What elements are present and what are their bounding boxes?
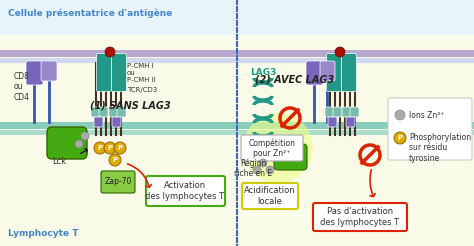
Circle shape bbox=[114, 142, 126, 154]
FancyBboxPatch shape bbox=[333, 107, 342, 117]
Circle shape bbox=[259, 159, 267, 167]
FancyBboxPatch shape bbox=[328, 117, 337, 127]
FancyBboxPatch shape bbox=[91, 107, 100, 117]
FancyBboxPatch shape bbox=[47, 127, 87, 159]
FancyBboxPatch shape bbox=[320, 61, 335, 81]
Text: P-CMH I
ou
P-CMH II: P-CMH I ou P-CMH II bbox=[127, 63, 156, 83]
Text: Phosphorylation
sur résidu
tyrosine: Phosphorylation sur résidu tyrosine bbox=[409, 133, 471, 163]
FancyBboxPatch shape bbox=[241, 135, 303, 161]
FancyBboxPatch shape bbox=[146, 176, 225, 206]
Circle shape bbox=[335, 47, 345, 57]
Circle shape bbox=[266, 166, 274, 174]
FancyBboxPatch shape bbox=[0, 50, 474, 57]
Circle shape bbox=[394, 132, 406, 144]
Text: Activation
des lymphocytes T: Activation des lymphocytes T bbox=[146, 181, 225, 201]
Text: (1) SANS LAG3: (1) SANS LAG3 bbox=[90, 100, 170, 110]
FancyBboxPatch shape bbox=[306, 61, 323, 85]
FancyBboxPatch shape bbox=[0, 122, 474, 129]
Text: CD8
ou
CD4: CD8 ou CD4 bbox=[14, 72, 30, 102]
Text: Région
riche en E: Région riche en E bbox=[234, 158, 272, 178]
Text: P: P bbox=[397, 135, 402, 141]
Circle shape bbox=[81, 132, 89, 140]
FancyBboxPatch shape bbox=[274, 144, 307, 170]
Text: Pas d'activation
des lymphocytes T: Pas d'activation des lymphocytes T bbox=[320, 207, 400, 227]
FancyBboxPatch shape bbox=[99, 107, 108, 117]
FancyBboxPatch shape bbox=[41, 61, 57, 81]
Text: P: P bbox=[118, 145, 123, 151]
Text: Lck: Lck bbox=[52, 157, 66, 166]
FancyBboxPatch shape bbox=[341, 53, 356, 92]
Text: Lymphocyte T: Lymphocyte T bbox=[8, 229, 79, 238]
FancyBboxPatch shape bbox=[346, 117, 355, 127]
FancyBboxPatch shape bbox=[109, 107, 118, 117]
FancyBboxPatch shape bbox=[350, 107, 359, 117]
Circle shape bbox=[105, 47, 115, 57]
FancyBboxPatch shape bbox=[325, 107, 334, 117]
Text: Cellule présentatrice d'antigène: Cellule présentatrice d'antigène bbox=[8, 8, 173, 17]
Circle shape bbox=[94, 142, 106, 154]
Text: Ions Zn²⁺: Ions Zn²⁺ bbox=[409, 110, 445, 120]
Text: P: P bbox=[108, 145, 112, 151]
FancyBboxPatch shape bbox=[313, 203, 407, 231]
FancyBboxPatch shape bbox=[342, 107, 351, 117]
FancyBboxPatch shape bbox=[94, 117, 103, 127]
FancyBboxPatch shape bbox=[97, 53, 111, 92]
Text: TCR/CD3: TCR/CD3 bbox=[127, 87, 157, 93]
Circle shape bbox=[243, 113, 313, 183]
FancyBboxPatch shape bbox=[0, 58, 474, 63]
Circle shape bbox=[253, 166, 261, 174]
FancyBboxPatch shape bbox=[0, 0, 474, 35]
FancyBboxPatch shape bbox=[26, 61, 43, 85]
FancyBboxPatch shape bbox=[242, 183, 298, 209]
Circle shape bbox=[395, 110, 405, 120]
Circle shape bbox=[104, 142, 116, 154]
Text: P: P bbox=[98, 145, 102, 151]
Text: P: P bbox=[112, 157, 118, 163]
FancyBboxPatch shape bbox=[388, 98, 472, 160]
FancyBboxPatch shape bbox=[117, 107, 126, 117]
Text: LAG3: LAG3 bbox=[250, 68, 276, 77]
Text: (2) AVEC LAG3: (2) AVEC LAG3 bbox=[255, 75, 335, 85]
Text: Zap-70: Zap-70 bbox=[104, 178, 132, 186]
FancyBboxPatch shape bbox=[112, 117, 121, 127]
FancyBboxPatch shape bbox=[327, 53, 341, 92]
Text: Acidification
locale: Acidification locale bbox=[244, 186, 296, 206]
FancyBboxPatch shape bbox=[101, 171, 135, 193]
FancyBboxPatch shape bbox=[111, 53, 127, 92]
Circle shape bbox=[109, 154, 121, 166]
Circle shape bbox=[75, 140, 83, 148]
Text: Compétition
pour Zn²⁺: Compétition pour Zn²⁺ bbox=[248, 138, 295, 158]
FancyBboxPatch shape bbox=[0, 130, 474, 135]
